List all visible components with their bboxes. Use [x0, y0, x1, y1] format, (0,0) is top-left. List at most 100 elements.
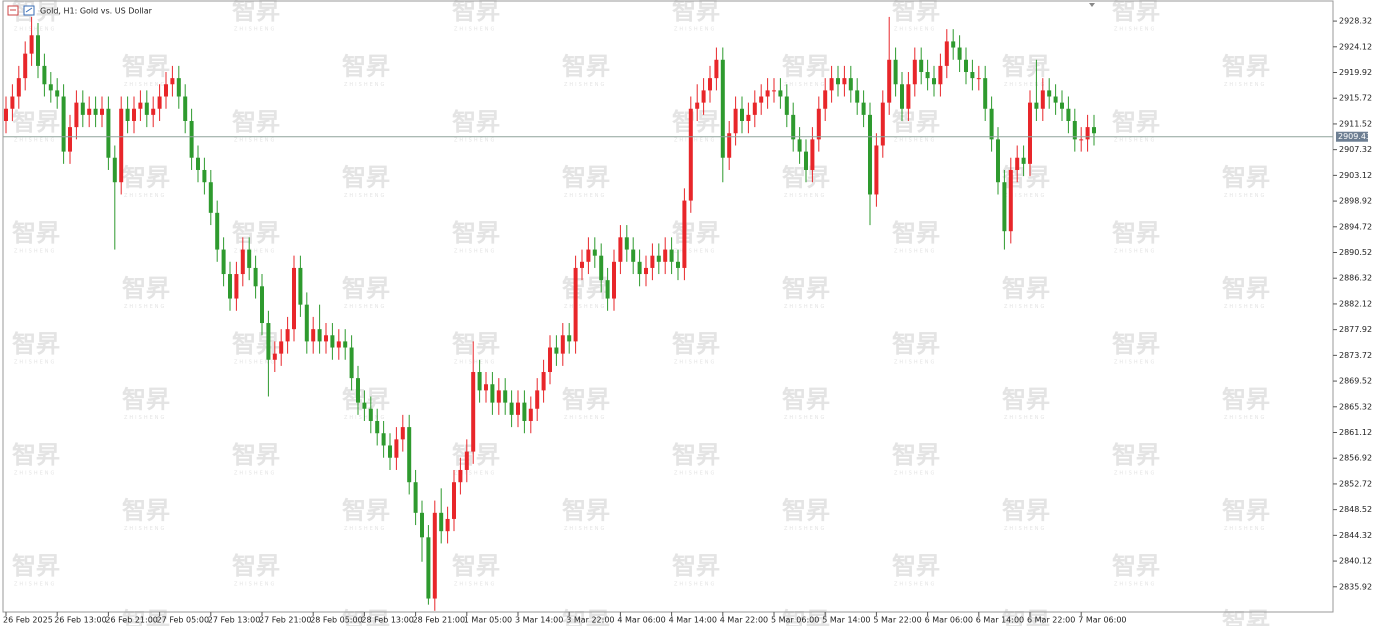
- watermark-sub: ZHISHENG: [894, 360, 936, 366]
- candle-body: [682, 200, 687, 268]
- x-tick-label: 6 Mar 14:00: [976, 616, 1024, 625]
- x-tick-label: 27 Feb 21:00: [259, 616, 311, 625]
- candle-body: [36, 35, 40, 66]
- y-tick-label: 2856.92: [1339, 454, 1372, 463]
- candle-body: [298, 267, 303, 305]
- candle-body: [362, 402, 367, 409]
- chart-title: Gold, H1: Gold vs. US Dollar: [40, 7, 153, 16]
- candle-body: [631, 249, 636, 262]
- y-tick-label: 2869.52: [1339, 377, 1372, 386]
- candle-body: [311, 329, 316, 342]
- watermark-sub: ZHISHENG: [14, 27, 56, 33]
- candle-body: [957, 47, 962, 60]
- candle-body: [132, 108, 136, 121]
- candle-body: [394, 439, 399, 458]
- candle-body: [612, 261, 616, 299]
- candle-body: [676, 261, 680, 268]
- candle-body: [247, 249, 252, 268]
- watermark: 智昇: [892, 108, 940, 136]
- candle-body: [804, 151, 808, 170]
- candle-body: [1008, 169, 1013, 232]
- candle-body: [292, 267, 296, 330]
- candle-body: [87, 108, 92, 115]
- candle-body: [976, 78, 981, 80]
- watermark: 智昇: [232, 219, 280, 247]
- candle-body: [304, 304, 309, 342]
- candle-body: [535, 390, 540, 409]
- watermark: 智昇: [1112, 108, 1160, 136]
- x-tick-label: 4 Mar 14:00: [669, 616, 717, 625]
- watermark: 智昇: [562, 53, 610, 81]
- candle-body: [439, 512, 444, 532]
- candle-body: [964, 59, 968, 73]
- candle-body: [925, 72, 930, 79]
- price-label-box: [1336, 131, 1368, 142]
- watermark: 智昇: [1222, 497, 1270, 525]
- candle-body: [10, 96, 15, 109]
- watermark-sub: ZHISHENG: [124, 415, 166, 421]
- watermark: 智昇: [452, 219, 500, 247]
- candle-body: [164, 84, 168, 97]
- watermark: 智昇: [672, 330, 720, 358]
- watermark: 智昇: [122, 386, 170, 414]
- candle-body: [317, 329, 322, 342]
- candle-body: [567, 335, 572, 342]
- watermark: 智昇: [452, 108, 500, 136]
- candle-body: [119, 108, 124, 183]
- candle-body: [541, 372, 546, 391]
- watermark-sub: ZHISHENG: [1224, 193, 1266, 199]
- watermark-sub: ZHISHENG: [454, 360, 496, 366]
- candle-body: [400, 427, 405, 440]
- candle-body: [100, 108, 104, 115]
- watermark: 智昇: [782, 386, 830, 414]
- candle-body: [1040, 90, 1045, 109]
- watermark: 智昇: [1222, 386, 1270, 414]
- candle-body: [919, 59, 924, 73]
- watermark-sub: ZHISHENG: [124, 82, 166, 88]
- watermark: 智昇: [452, 330, 500, 358]
- candle-body: [240, 249, 245, 275]
- candle-body: [759, 96, 764, 103]
- watermark-sub: ZHISHENG: [1004, 526, 1046, 532]
- candle-body: [202, 169, 207, 183]
- candle-body: [650, 255, 655, 268]
- candle-body: [138, 102, 143, 109]
- watermark: 智昇: [782, 53, 830, 81]
- candle-body: [349, 347, 354, 379]
- watermark: 智昇: [892, 0, 940, 25]
- candle-body: [215, 212, 220, 250]
- candle-body: [752, 102, 757, 115]
- candle-body: [624, 237, 629, 250]
- watermark: 智昇: [12, 330, 60, 358]
- candle-body: [554, 347, 559, 354]
- watermark-sub: ZHISHENG: [674, 360, 716, 366]
- x-tick-label: 5 Mar 22:00: [873, 616, 921, 625]
- watermark: 智昇: [342, 164, 390, 192]
- candle-body: [234, 274, 239, 299]
- watermark: 智昇: [12, 552, 60, 580]
- candle-body: [1034, 102, 1039, 109]
- y-tick-label: 2890.52: [1339, 248, 1372, 257]
- watermark-sub: ZHISHENG: [344, 415, 386, 421]
- watermark-sub: ZHISHENG: [674, 138, 716, 144]
- candle-body: [74, 102, 79, 128]
- watermarks: 智昇ZHISHENG智昇ZHISHENG智昇ZHISHENG智昇ZHISHENG…: [12, 0, 1270, 626]
- candle-body: [548, 347, 552, 373]
- watermark-sub: ZHISHENG: [1114, 249, 1156, 255]
- candle-body: [868, 114, 872, 195]
- watermark-sub: ZHISHENG: [454, 138, 496, 144]
- watermark: 智昇: [1222, 53, 1270, 81]
- watermark-sub: ZHISHENG: [234, 360, 276, 366]
- candle-body: [516, 402, 520, 415]
- watermark: 智昇: [12, 0, 60, 25]
- candle-body: [996, 139, 1000, 183]
- candle-body: [343, 341, 348, 348]
- x-tick-label: 26 Feb 13:00: [54, 616, 106, 625]
- candle-body: [816, 108, 821, 140]
- candle-body: [432, 512, 437, 599]
- candle-body: [170, 78, 175, 85]
- candle-body: [951, 41, 956, 48]
- watermark: 智昇: [232, 552, 280, 580]
- candle-body: [1072, 120, 1077, 140]
